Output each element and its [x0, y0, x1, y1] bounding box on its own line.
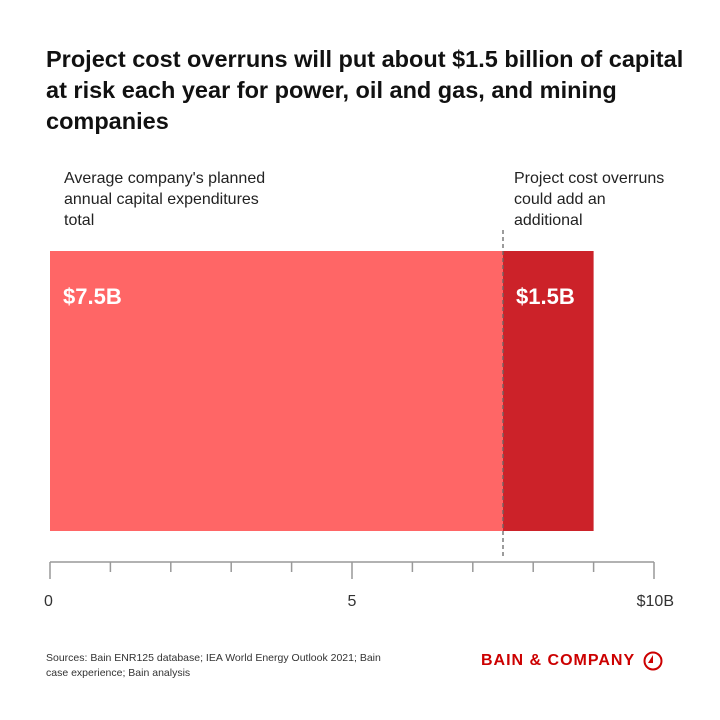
chart-title: Project cost overruns will put about $1.…: [46, 46, 684, 134]
x-tick-label: 5: [348, 593, 357, 610]
bar-label-1: $1.5B: [516, 284, 575, 309]
x-tick-label: $10B: [637, 593, 674, 610]
bar-segment-1: [503, 251, 594, 531]
bar-label-0: $7.5B: [63, 284, 122, 309]
x-tick-label: 0: [44, 593, 53, 610]
logo-text: BAIN & COMPANY: [481, 652, 636, 669]
annotation-overrun: Project cost overruns could add an addit…: [514, 170, 665, 229]
logo-icon: [643, 651, 663, 671]
sources-note: Sources: Bain ENR125 database; IEA World…: [46, 652, 381, 679]
bain-logo: BAIN & COMPANY: [481, 651, 663, 671]
bar-segment-0: [50, 251, 503, 531]
annotation-base: Average company's planned annual capital…: [64, 170, 266, 229]
